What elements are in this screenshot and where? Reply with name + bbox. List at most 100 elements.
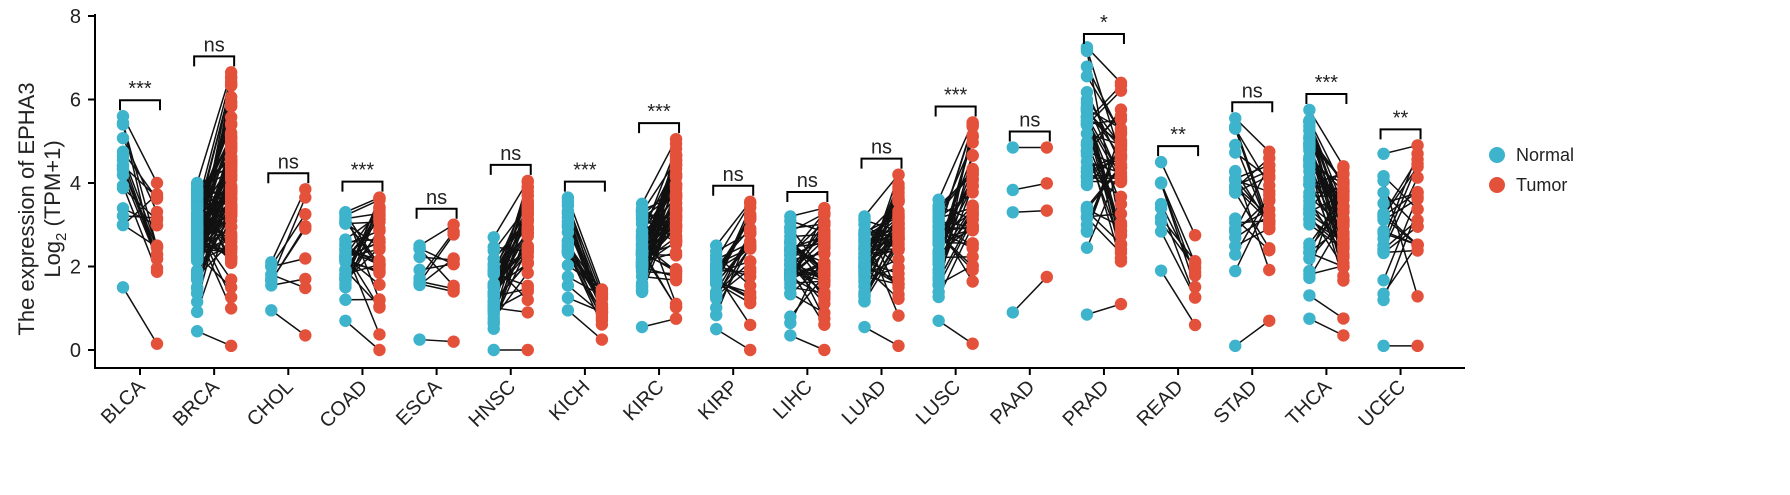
tumor-point — [1188, 265, 1202, 279]
tumor-point — [224, 129, 238, 143]
pair-line — [1160, 161, 1196, 236]
significance-label: ns — [723, 164, 744, 186]
normal-point — [487, 296, 500, 309]
significance-bracket — [934, 105, 977, 117]
normal-point — [1080, 308, 1094, 321]
normal-point — [1154, 216, 1168, 229]
normal-point — [1303, 312, 1316, 325]
tumor-point — [966, 178, 979, 192]
normal-point — [116, 179, 130, 192]
normal-point — [1229, 339, 1242, 353]
tumor-point — [669, 249, 683, 262]
normal-point — [190, 325, 204, 338]
tumor-point — [1114, 197, 1128, 211]
tumor-point — [299, 272, 312, 286]
pair-group-stad — [1229, 112, 1276, 353]
tumor-point — [224, 79, 238, 92]
normal-point — [932, 220, 945, 233]
normal-point — [190, 178, 204, 191]
normal-point — [339, 314, 352, 327]
normal-point — [1006, 183, 1019, 197]
normal-point — [265, 260, 278, 273]
significance-label: * — [1100, 12, 1108, 34]
normal-point — [1080, 70, 1094, 83]
normal-point — [784, 329, 797, 342]
tumor-point — [1263, 172, 1276, 185]
normal-point — [487, 266, 500, 279]
tumor-point — [892, 288, 905, 301]
normal-point — [561, 259, 575, 272]
significance-bracket — [563, 180, 606, 192]
tumor-point — [224, 339, 238, 353]
tumor-point — [224, 169, 238, 183]
normal-point — [1080, 60, 1094, 73]
pair-group-prad — [1080, 41, 1128, 321]
tumor-point — [892, 242, 905, 256]
normal-point — [1229, 222, 1242, 235]
normal-point — [1303, 186, 1316, 200]
pair-line — [1234, 320, 1270, 347]
significance-label: ns — [500, 143, 521, 165]
x-tick-label: HNSC — [465, 376, 521, 432]
normal-point — [1080, 175, 1094, 188]
tumor-point — [224, 138, 238, 151]
significance-label: ns — [426, 187, 447, 209]
normal-point — [190, 189, 204, 202]
tumor-point — [1263, 244, 1276, 257]
tumor-point — [1040, 204, 1054, 217]
pair-line — [122, 286, 158, 345]
legend-label: Tumor — [1516, 175, 1567, 195]
tumor-point — [818, 240, 831, 253]
significance-bracket — [267, 172, 310, 184]
normal-point — [932, 314, 945, 327]
tumor-point — [1114, 109, 1128, 122]
tumor-point — [1337, 213, 1350, 226]
pair-group-read — [1154, 155, 1202, 332]
significance-bracket — [119, 99, 161, 111]
tumor-point — [521, 282, 534, 295]
tumor-point — [1411, 244, 1424, 257]
tumor-point — [1337, 251, 1350, 264]
tumor-point — [892, 339, 905, 353]
normal-point — [1080, 127, 1094, 140]
tumor-point — [447, 282, 460, 295]
pair-line — [270, 309, 306, 336]
normal-point — [1303, 137, 1316, 150]
tumor-point — [1114, 161, 1128, 175]
pair-group-lihc — [784, 201, 831, 357]
normal-point — [932, 273, 945, 287]
normal-point — [1377, 186, 1390, 199]
normal-point — [1006, 141, 1019, 154]
significance-label: ns — [204, 34, 225, 56]
normal-point — [710, 292, 723, 305]
significance-label: *** — [128, 78, 152, 100]
significance-bracket — [1157, 145, 1200, 157]
pair-line — [864, 326, 899, 347]
pair-line — [1308, 294, 1344, 320]
pair-group-thca — [1303, 103, 1350, 342]
tumor-point — [224, 302, 238, 315]
pair-group-blca — [116, 110, 164, 350]
x-tick-label: KIRP — [694, 376, 743, 425]
tumor-point — [669, 297, 683, 311]
normal-point — [635, 263, 649, 277]
normal-point — [635, 280, 649, 293]
tumor-point — [966, 119, 979, 132]
tumor-point — [224, 190, 238, 204]
normal-point — [1080, 224, 1094, 237]
pair-line — [344, 320, 380, 351]
tumor-point — [1337, 200, 1350, 214]
pair-group-chol — [265, 183, 312, 342]
significance-label: ns — [1242, 80, 1263, 102]
tumor-point — [1114, 218, 1128, 232]
normal-point — [190, 295, 204, 309]
significance-label: ns — [797, 170, 818, 192]
normal-point — [413, 275, 426, 288]
normal-point — [339, 281, 352, 294]
tumor-point — [150, 191, 164, 204]
tumor-point — [373, 192, 386, 205]
normal-point — [1303, 174, 1316, 187]
normal-point — [1229, 264, 1242, 278]
normal-point — [487, 252, 500, 266]
normal-point — [1303, 289, 1316, 302]
